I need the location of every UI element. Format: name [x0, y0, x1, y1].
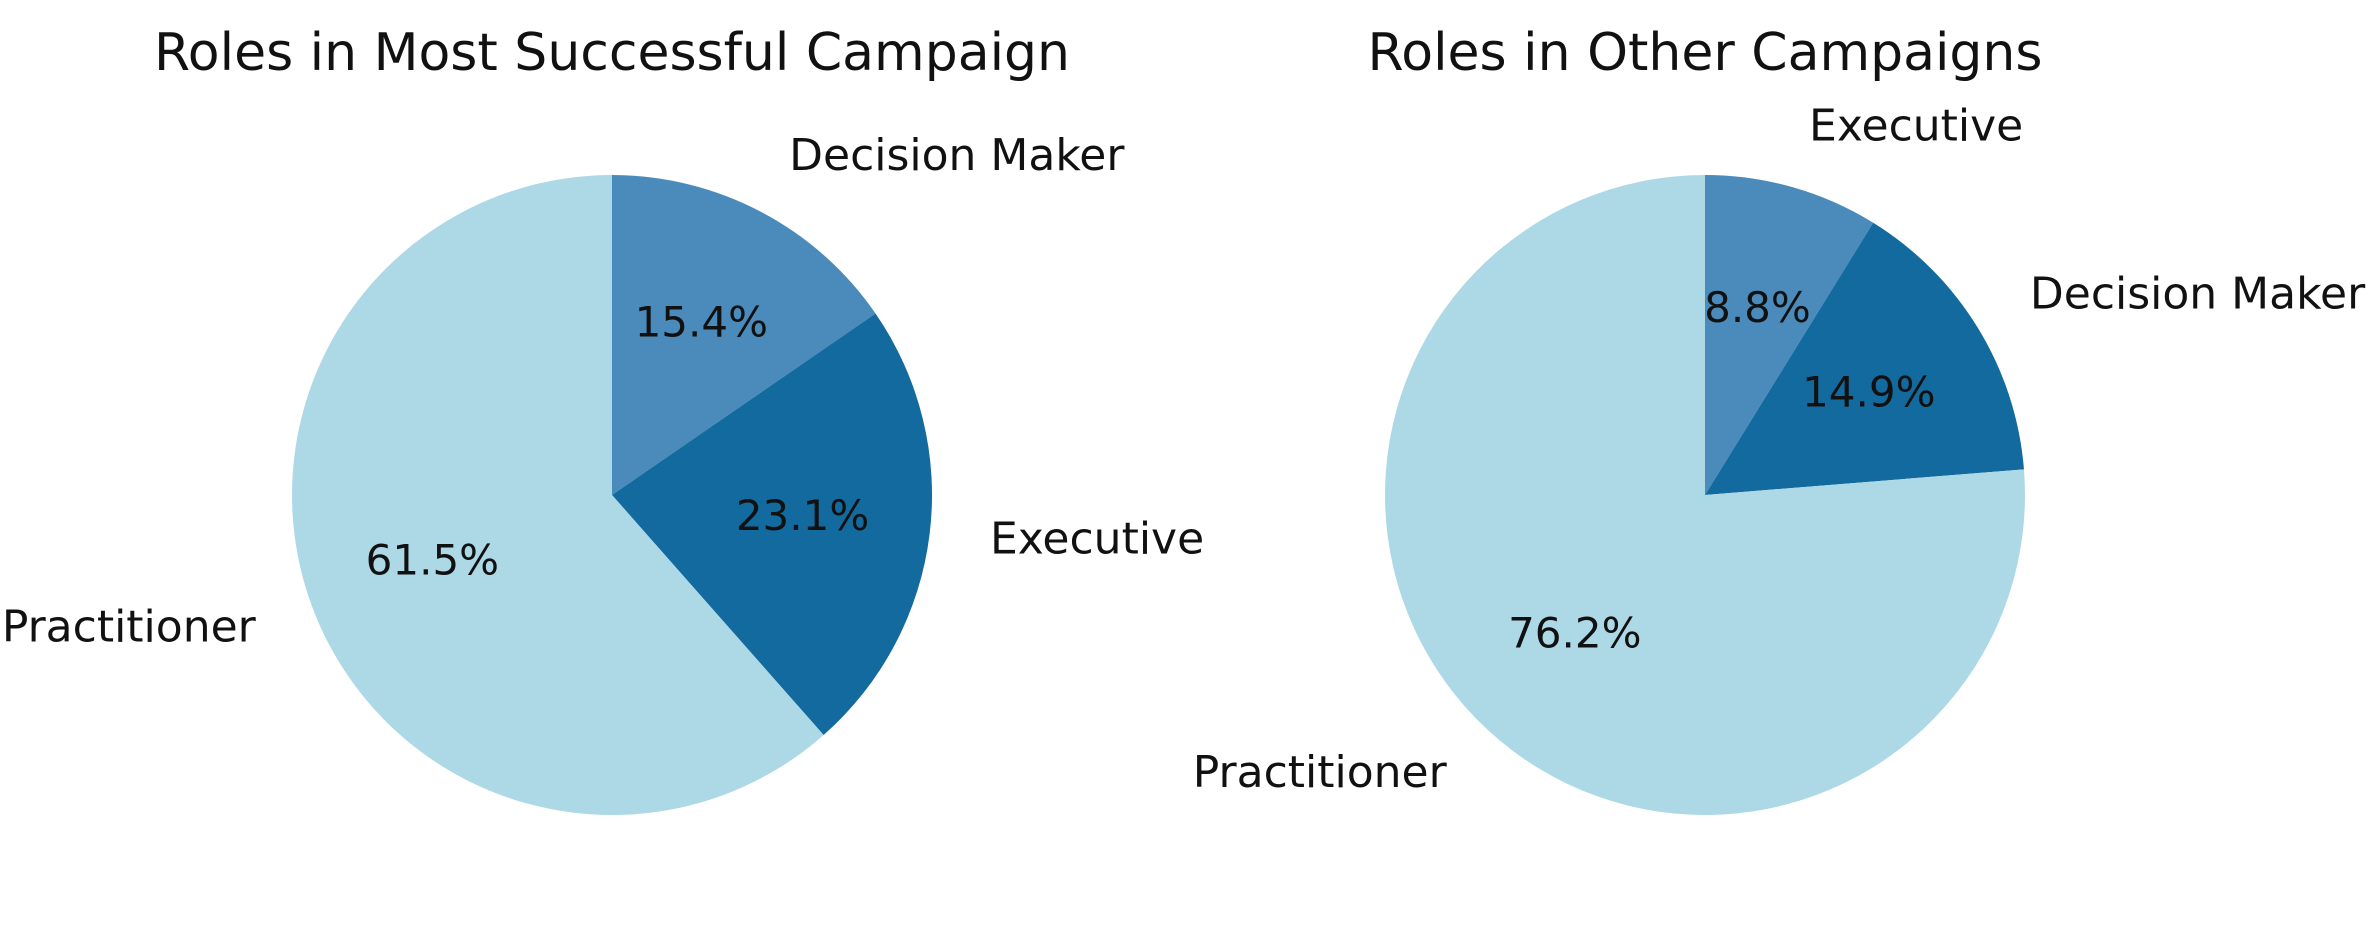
pie-labels-group: Decision Maker 15.4% Executive 23.1% Practit…	[2, 130, 1204, 653]
pie-slice-executive	[612, 313, 933, 736]
slice-label-decision-maker: Decision Maker	[789, 130, 1125, 181]
slice-label-decision-maker: Decision Maker	[2030, 268, 2366, 319]
pct-label-practitioner: 61.5%	[366, 535, 499, 584]
pie-labels-group: Executive 8.8% Decision Maker 14.9% Practiti…	[1193, 101, 2366, 798]
pie-slice-decision-maker	[1705, 222, 2024, 495]
pie-slice-decision-maker	[612, 175, 876, 495]
pie-other-campaigns: Roles in Other Campaigns Executive 8.8% De…	[1193, 23, 2366, 815]
pie-slice-practitioner	[1384, 175, 2025, 815]
pct-label-practitioner: 76.2%	[1508, 609, 1641, 658]
slice-label-practitioner: Practitioner	[2, 602, 257, 653]
pie-most-successful-campaign: Roles in Most Successful Campaign Decisi…	[2, 23, 1204, 815]
pct-label-executive: 23.1%	[736, 491, 869, 540]
pct-label-executive: 8.8%	[1704, 283, 1811, 332]
pie-slices-group	[292, 175, 933, 815]
pie-slice-executive	[1705, 175, 1874, 495]
pie-slices-group	[1384, 175, 2025, 815]
chart-title-other-campaigns: Roles in Other Campaigns	[1368, 23, 2043, 83]
pct-label-decision-maker: 14.9%	[1802, 367, 1935, 416]
slice-label-executive: Executive	[1809, 101, 2023, 152]
slice-label-executive: Executive	[990, 514, 1204, 565]
pct-label-decision-maker: 15.4%	[635, 298, 768, 347]
chart-title-most-successful: Roles in Most Successful Campaign	[154, 23, 1070, 83]
pie-slice-practitioner	[292, 175, 824, 815]
slice-label-practitioner: Practitioner	[1193, 747, 1448, 798]
